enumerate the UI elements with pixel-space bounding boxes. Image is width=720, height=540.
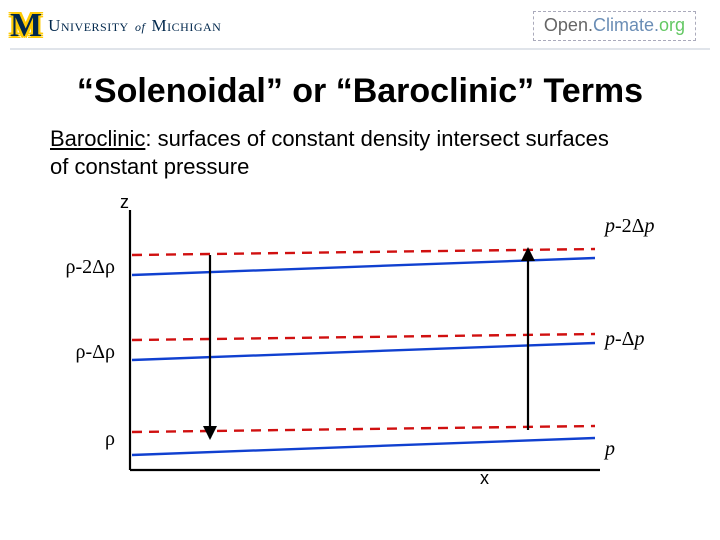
diagram-svg	[60, 210, 660, 510]
university-text: University of Michigan	[48, 16, 221, 36]
block-m-icon: M	[10, 9, 40, 43]
axis-x-label: x	[480, 468, 489, 489]
p-label: p-Δp	[605, 328, 645, 351]
p-label: p-2Δp	[605, 215, 655, 238]
um-logo: M University of Michigan	[10, 9, 221, 43]
header-bar: M University of Michigan Open.Climate.or…	[0, 0, 720, 48]
open-climate-badge: Open.Climate.org	[533, 11, 696, 41]
baroclinic-diagram: z x ρ-2Δρρ-Δρρ p-2Δpp-Δpp	[60, 210, 660, 510]
rho-label: ρ-2Δρ	[66, 256, 115, 279]
slide-title: “Solenoidal” or “Baroclinic” Terms	[0, 72, 720, 111]
axis-z-label: z	[120, 192, 129, 213]
header-divider	[10, 48, 710, 50]
p-label: p	[605, 438, 615, 461]
slide-subtitle: Baroclinic: surfaces of constant density…	[50, 125, 610, 180]
rho-label: ρ-Δρ	[76, 341, 115, 364]
rho-label: ρ	[105, 428, 115, 451]
